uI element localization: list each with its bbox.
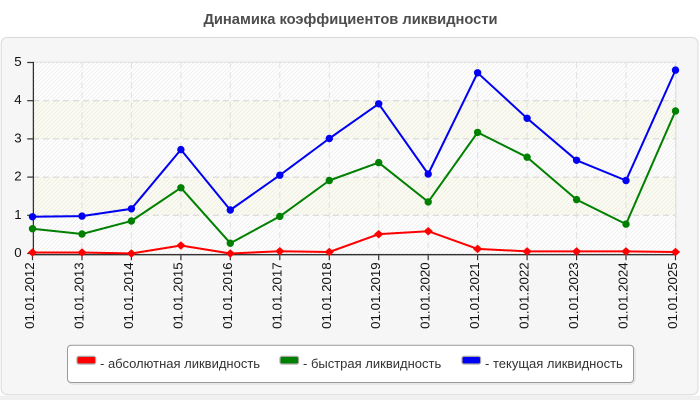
svg-text:01.01.2024: 01.01.2024	[616, 262, 631, 329]
svg-text:01.01.2013: 01.01.2013	[72, 262, 87, 329]
svg-text:01.01.2012: 01.01.2012	[22, 262, 37, 329]
svg-text:01.01.2016: 01.01.2016	[220, 262, 235, 329]
svg-text:01.01.2023: 01.01.2023	[566, 262, 581, 329]
svg-text:Динамика коэффициентов ликвидн: Динамика коэффициентов ликвидности	[203, 12, 497, 28]
svg-text:01.01.2025: 01.01.2025	[665, 262, 680, 329]
svg-text:- текущая ликвидность: - текущая ликвидность	[485, 356, 623, 371]
svg-text:01.01.2020: 01.01.2020	[418, 262, 433, 329]
svg-text:2: 2	[14, 169, 21, 184]
svg-text:01.01.2022: 01.01.2022	[517, 262, 532, 329]
svg-text:01.01.2019: 01.01.2019	[368, 262, 383, 329]
svg-text:01.01.2014: 01.01.2014	[121, 262, 136, 329]
svg-text:1: 1	[14, 207, 21, 222]
svg-text:01.01.2015: 01.01.2015	[170, 262, 185, 329]
svg-text:5: 5	[14, 54, 21, 69]
svg-text:4: 4	[14, 92, 21, 107]
svg-text:01.01.2017: 01.01.2017	[269, 262, 284, 329]
svg-text:- абсолютная ликвидность: - абсолютная ликвидность	[100, 356, 260, 371]
svg-text:01.01.2018: 01.01.2018	[319, 262, 334, 329]
svg-text:0: 0	[14, 245, 21, 260]
svg-text:01.01.2021: 01.01.2021	[467, 262, 482, 329]
svg-text:3: 3	[14, 130, 21, 145]
svg-text:- быстрая ликвидность: - быстрая ликвидность	[303, 356, 441, 371]
